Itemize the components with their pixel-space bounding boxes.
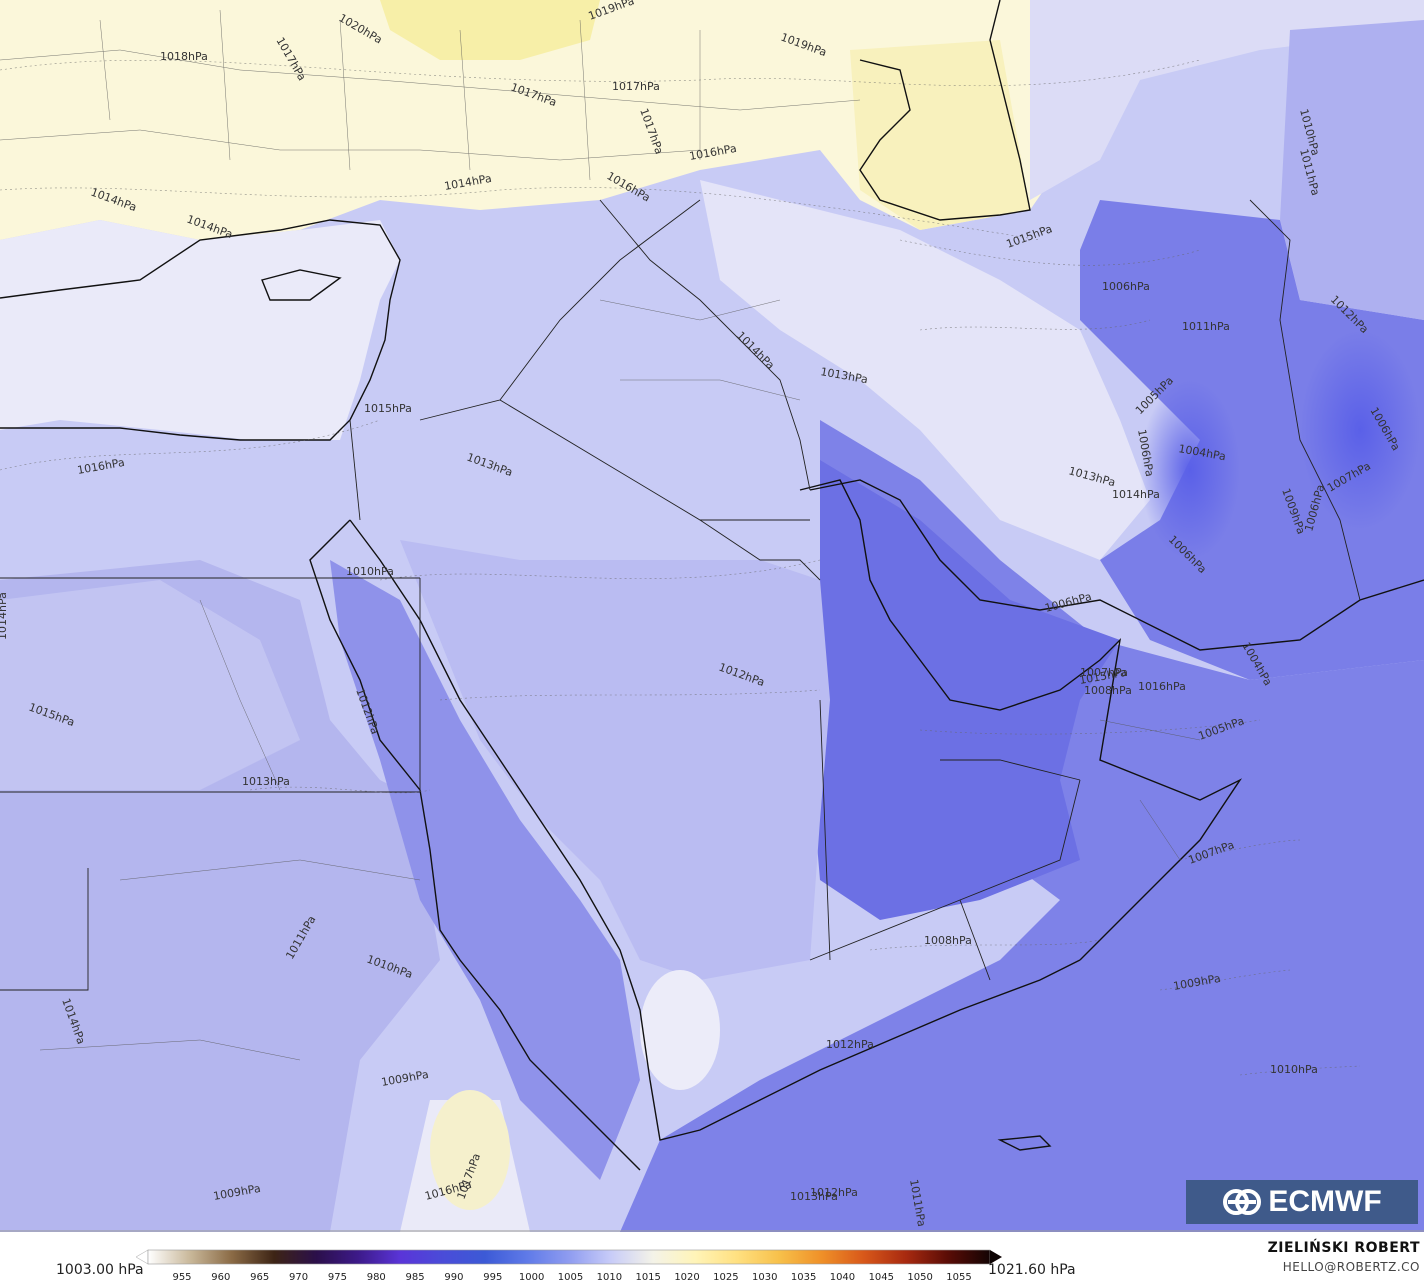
author-name: ZIELIŃSKI ROBERT bbox=[1267, 1240, 1420, 1256]
colorbar-tick: 960 bbox=[211, 1272, 231, 1283]
isobar-label: 1010hPa bbox=[346, 565, 394, 578]
isobar-label: 1015hPa bbox=[364, 402, 412, 415]
colorbar-tick: 975 bbox=[327, 1272, 347, 1283]
isobar-label: 1012hPa bbox=[810, 1186, 858, 1199]
logo-text: ECMWF bbox=[1268, 1185, 1382, 1218]
iran-field bbox=[700, 180, 1150, 560]
isobar-label: 1007hPa bbox=[1080, 666, 1128, 679]
isobar-label: 1008hPa bbox=[924, 934, 972, 947]
colorbar-tick: 1015 bbox=[635, 1272, 661, 1283]
colorbar-tick: 1000 bbox=[518, 1272, 545, 1283]
mediterranean-field bbox=[0, 220, 400, 440]
isobar-label: 1006hPa bbox=[1102, 280, 1150, 293]
iran-low bbox=[1080, 200, 1424, 680]
pressure-map: 1018hPa1020hPa1017hPa1019hPa1019hPa1017h… bbox=[0, 0, 1424, 1232]
isobar-label: 1013hPa bbox=[242, 775, 290, 788]
colorbar-tick: 955 bbox=[172, 1272, 192, 1283]
colorbar-tick: 965 bbox=[250, 1272, 270, 1283]
ecmwf-logo: ECMWF bbox=[1186, 1180, 1418, 1224]
colorbar-tick: 980 bbox=[366, 1272, 386, 1283]
isobar-label: 1017hPa bbox=[612, 80, 660, 93]
colorbar-tick: 970 bbox=[289, 1272, 309, 1283]
isobar-label: 1008hPa bbox=[1084, 684, 1132, 697]
isobar-label: 1011hPa bbox=[1182, 320, 1230, 333]
gulf-low bbox=[810, 460, 1120, 920]
isobars bbox=[0, 59, 1361, 1076]
high-pressure-caspian bbox=[850, 40, 1030, 230]
red-sea-field bbox=[330, 560, 640, 1180]
colorbar-tick: 1005 bbox=[557, 1272, 584, 1283]
isobar-label: 1014hPa bbox=[0, 592, 9, 640]
arabia-field bbox=[400, 540, 830, 980]
author-email: HELLO@ROBERTZ.CO bbox=[1282, 1260, 1420, 1274]
isobar-label: 1014hPa bbox=[1112, 488, 1160, 501]
isobar-label: 1018hPa bbox=[160, 50, 208, 63]
sahara-band bbox=[0, 580, 300, 790]
colorbar-tick: 1030 bbox=[752, 1272, 778, 1283]
borders bbox=[0, 199, 1361, 991]
isobar-label: 1016hPa bbox=[1138, 680, 1186, 693]
colorbar-tick: 1050 bbox=[907, 1272, 933, 1283]
colorbar-tick: 1020 bbox=[674, 1272, 700, 1283]
high-pressure-core bbox=[380, 0, 600, 60]
coastlines bbox=[0, 0, 1424, 1171]
colorbar-tick: 1040 bbox=[829, 1272, 856, 1283]
colorbar-tick: 995 bbox=[483, 1272, 503, 1283]
legend: 955 960 965 970 975 980 985 990 995 1000 1005 1010 1… bbox=[0, 1232, 1424, 1287]
isobar-label: 1013hPa bbox=[790, 1190, 838, 1203]
colorbar-tick: 990 bbox=[444, 1272, 464, 1283]
colorbar bbox=[136, 1249, 1002, 1265]
colorbar-tick: 1035 bbox=[790, 1272, 817, 1283]
ecmwf-logo-icon bbox=[1223, 1189, 1262, 1215]
admin-borders bbox=[0, 9, 1201, 1061]
colorbar-tick: 985 bbox=[405, 1272, 425, 1283]
isobar-label: 1010hPa bbox=[1270, 1063, 1318, 1076]
east-plains bbox=[1280, 20, 1424, 320]
isobar-label: 1012hPa bbox=[826, 1038, 874, 1051]
colorbar-tick: 1010 bbox=[596, 1272, 623, 1283]
author-block: ZIELIŃSKI ROBERT HELLO@ROBERTZ.CO bbox=[1268, 1240, 1420, 1274]
colorbar-tick: 1025 bbox=[713, 1272, 739, 1283]
colorbar-tick: 1055 bbox=[946, 1272, 972, 1283]
high-pressure-east bbox=[1030, 0, 1424, 200]
legend-min: 1003.00 hPa bbox=[56, 1262, 144, 1278]
legend-max: 1021.60 hPa bbox=[988, 1262, 1076, 1278]
colorbar-tick: 1045 bbox=[868, 1272, 895, 1283]
